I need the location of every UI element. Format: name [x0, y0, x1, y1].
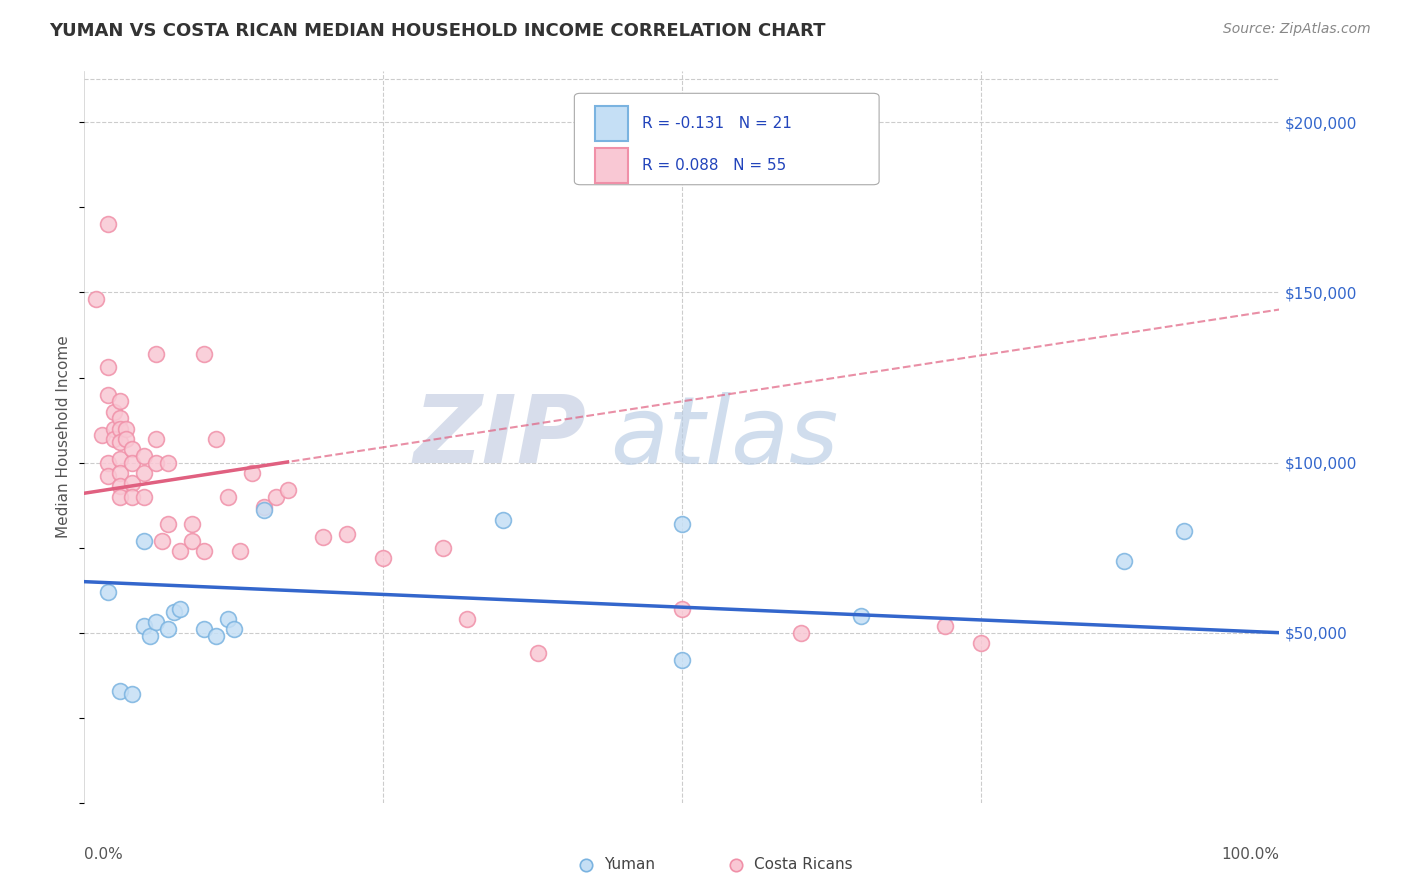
- Text: 0.0%: 0.0%: [84, 847, 124, 862]
- Point: [181, 533, 204, 548]
- Point: [121, 475, 143, 490]
- Point: [103, 404, 125, 418]
- Point: [103, 432, 125, 446]
- Point: [312, 531, 335, 545]
- Point: [181, 516, 204, 531]
- Point: [205, 432, 228, 446]
- Point: [132, 533, 156, 548]
- Point: [229, 544, 252, 558]
- Text: Source: ZipAtlas.com: Source: ZipAtlas.com: [1223, 22, 1371, 37]
- Text: atlas: atlas: [610, 392, 838, 483]
- Point: [121, 442, 143, 456]
- Point: [121, 490, 143, 504]
- Point: [97, 456, 120, 470]
- Text: 100.0%: 100.0%: [1222, 847, 1279, 862]
- Point: [97, 585, 120, 599]
- Point: [456, 612, 478, 626]
- Text: ZIP: ZIP: [413, 391, 586, 483]
- Point: [253, 503, 276, 517]
- Point: [970, 636, 993, 650]
- Point: [110, 466, 132, 480]
- Point: [1173, 524, 1195, 538]
- Point: [121, 687, 143, 701]
- Point: [790, 625, 813, 640]
- Point: [432, 541, 454, 555]
- Point: [575, 796, 598, 810]
- Point: [157, 456, 180, 470]
- Point: [110, 421, 132, 435]
- Point: [724, 796, 747, 810]
- Point: [86, 293, 108, 307]
- Point: [97, 360, 120, 375]
- Point: [121, 456, 143, 470]
- Point: [277, 483, 299, 497]
- Point: [132, 490, 156, 504]
- Point: [671, 602, 693, 616]
- Point: [217, 490, 239, 504]
- Point: [110, 683, 132, 698]
- Point: [97, 387, 120, 401]
- Point: [132, 619, 156, 633]
- Point: [132, 466, 156, 480]
- Point: [169, 544, 191, 558]
- Point: [253, 500, 276, 514]
- Point: [492, 513, 515, 527]
- Point: [851, 608, 873, 623]
- Point: [110, 394, 132, 409]
- Point: [110, 435, 132, 450]
- Point: [115, 421, 138, 435]
- Point: [150, 533, 173, 548]
- Point: [336, 527, 359, 541]
- Point: [1114, 554, 1136, 568]
- FancyBboxPatch shape: [595, 148, 628, 183]
- Point: [169, 602, 191, 616]
- Point: [205, 629, 228, 643]
- FancyBboxPatch shape: [595, 106, 628, 141]
- Point: [934, 619, 956, 633]
- Point: [157, 622, 180, 636]
- Point: [91, 428, 114, 442]
- Point: [110, 452, 132, 467]
- Point: [145, 456, 167, 470]
- Point: [527, 646, 550, 660]
- Point: [222, 622, 245, 636]
- Text: R = 0.088   N = 55: R = 0.088 N = 55: [643, 158, 787, 173]
- Point: [103, 421, 125, 435]
- Point: [217, 612, 239, 626]
- Point: [145, 432, 167, 446]
- Point: [132, 449, 156, 463]
- Point: [671, 516, 693, 531]
- Point: [97, 218, 120, 232]
- Point: [157, 516, 180, 531]
- Point: [240, 466, 263, 480]
- Text: Costa Ricans: Costa Ricans: [754, 857, 852, 872]
- Point: [373, 550, 395, 565]
- Point: [110, 411, 132, 425]
- Y-axis label: Median Household Income: Median Household Income: [56, 335, 72, 539]
- Point: [193, 347, 215, 361]
- Point: [97, 469, 120, 483]
- Point: [110, 490, 132, 504]
- FancyBboxPatch shape: [575, 94, 879, 185]
- Point: [139, 629, 162, 643]
- Text: YUMAN VS COSTA RICAN MEDIAN HOUSEHOLD INCOME CORRELATION CHART: YUMAN VS COSTA RICAN MEDIAN HOUSEHOLD IN…: [49, 22, 825, 40]
- Point: [145, 347, 167, 361]
- Point: [145, 615, 167, 630]
- Text: R = -0.131   N = 21: R = -0.131 N = 21: [643, 116, 793, 131]
- Point: [110, 479, 132, 493]
- Point: [193, 544, 215, 558]
- Point: [163, 605, 186, 619]
- Point: [193, 622, 215, 636]
- Text: Yuman: Yuman: [605, 857, 655, 872]
- Point: [115, 432, 138, 446]
- Point: [264, 490, 287, 504]
- Point: [671, 653, 693, 667]
